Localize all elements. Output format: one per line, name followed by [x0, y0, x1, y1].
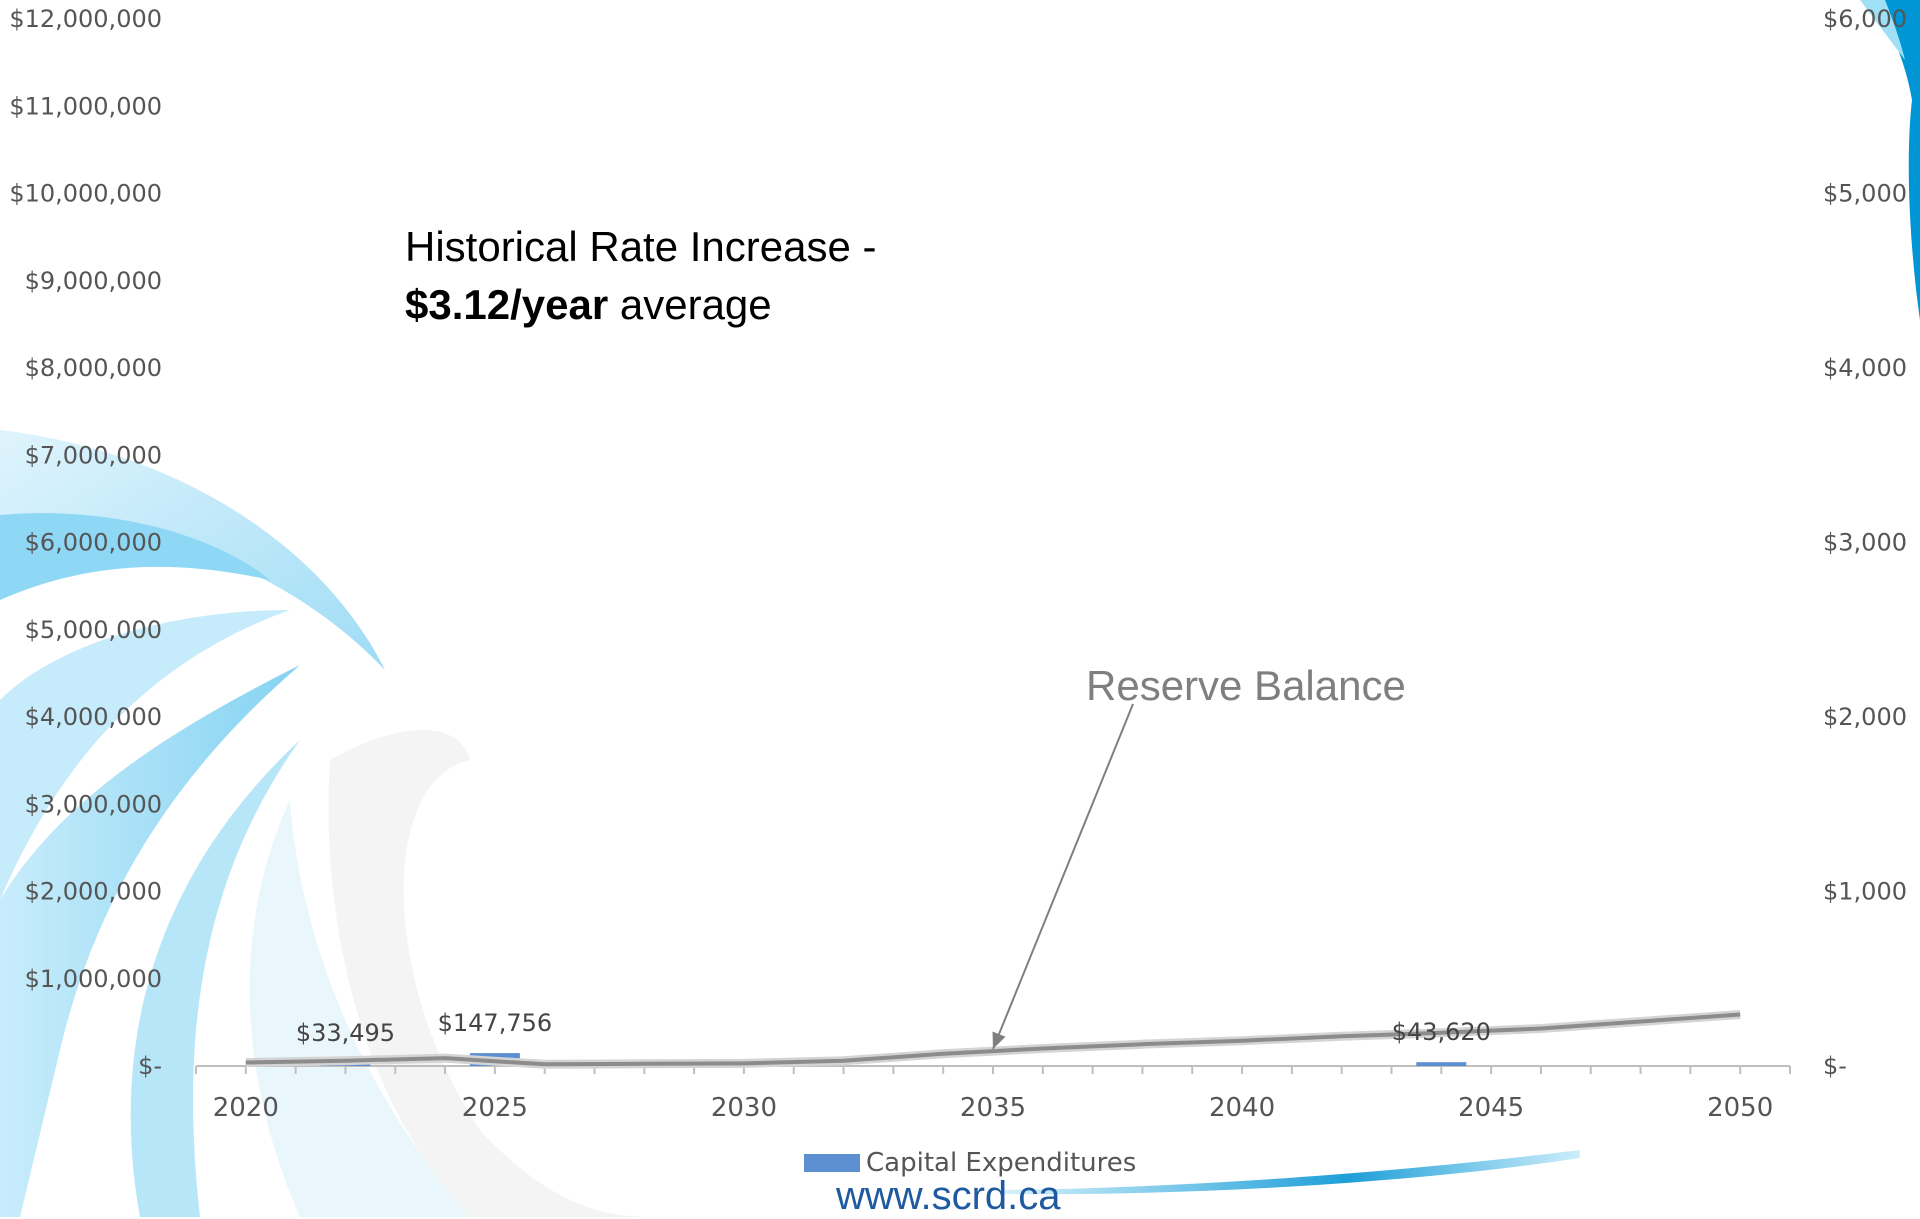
legend-label-capital-expenditures: Capital Expenditures	[866, 1148, 1137, 1178]
y-right-tick-label: $2,000	[1823, 703, 1907, 731]
y-left-tick-label: $3,000,000	[25, 790, 162, 818]
chart-legend: Capital Expenditures	[804, 1148, 1136, 1178]
y-left-tick-label: $10,000,000	[9, 180, 162, 208]
reserve-balance-label: Reserve Balance	[1086, 662, 1406, 709]
capital-expenditure-data-label: $147,756	[438, 1009, 553, 1037]
reserve-balance-arrow	[992, 703, 1134, 1050]
y-axis-left: $12,000,000 $11,000,000 $10,000,000 $9,000,…	[9, 5, 162, 1080]
rate-annotation-line2: $3.12/year average	[405, 276, 772, 334]
y-left-tick-label: $8,000,000	[25, 354, 162, 382]
y-right-tick-label: $1,000	[1823, 878, 1907, 906]
x-tick-label: 2030	[711, 1093, 777, 1123]
rate-annotation-value: $3.12/year	[405, 281, 609, 328]
x-tick-label: 2035	[960, 1093, 1026, 1123]
footer-url-link[interactable]: www.scrd.ca	[836, 1174, 1061, 1218]
x-tick-label: 2045	[1458, 1093, 1524, 1123]
y-left-tick-label: $11,000,000	[9, 92, 162, 120]
data-labels: $33,495 $147,756 $43,620	[296, 1009, 1491, 1047]
y-left-tick-label: $4,000,000	[25, 703, 162, 731]
y-axis-right: $6,000 $5,000 $4,000 $3,000 $2,000 $1,000 $-	[1823, 5, 1907, 1080]
capital-expenditure-data-label: $33,495	[296, 1019, 395, 1047]
reserve-arrow-shaft	[992, 703, 1134, 1050]
x-tick-label: 2020	[213, 1093, 279, 1123]
y-left-tick-label: $7,000,000	[25, 441, 162, 469]
y-right-tick-label: $6,000	[1823, 5, 1907, 33]
y-right-tick-label: $5,000	[1823, 180, 1907, 208]
rate-annotation-text: Historical Rate Increase -	[405, 223, 877, 270]
y-right-tick-label: $4,000	[1823, 354, 1907, 382]
x-tick-label: 2050	[1707, 1093, 1773, 1123]
y-left-tick-label: $9,000,000	[25, 267, 162, 295]
y-left-tick-label: $2,000,000	[25, 878, 162, 906]
y-left-tick-label: $6,000,000	[25, 529, 162, 557]
x-axis: 2020 2025 2030 2035 2040 2045 2050	[195, 1065, 1791, 1123]
capital-expenditure-bar	[1416, 1062, 1467, 1066]
reserve-balance-line	[245, 1012, 1741, 1067]
y-left-tick-label: $1,000,000	[25, 965, 162, 993]
legend-swatch-capital-expenditures	[804, 1154, 860, 1172]
y-left-tick-label: $12,000,000	[9, 5, 162, 33]
y-left-tick-label: $5,000,000	[25, 616, 162, 644]
x-tick-label: 2025	[462, 1093, 528, 1123]
y-right-tick-label: $-	[1823, 1052, 1847, 1080]
line-series-reserve-balance	[245, 1010, 1741, 1069]
rate-annotation-suffix: average	[619, 281, 772, 328]
y-right-tick-label: $3,000	[1823, 529, 1907, 557]
rate-annotation-line1: Historical Rate Increase -	[405, 218, 877, 276]
capital-expenditure-data-label: $43,620	[1392, 1018, 1491, 1046]
reserve-arrow-head	[992, 1031, 1006, 1049]
x-tick-label: 2040	[1209, 1093, 1275, 1123]
y-left-tick-label: $-	[138, 1052, 162, 1080]
